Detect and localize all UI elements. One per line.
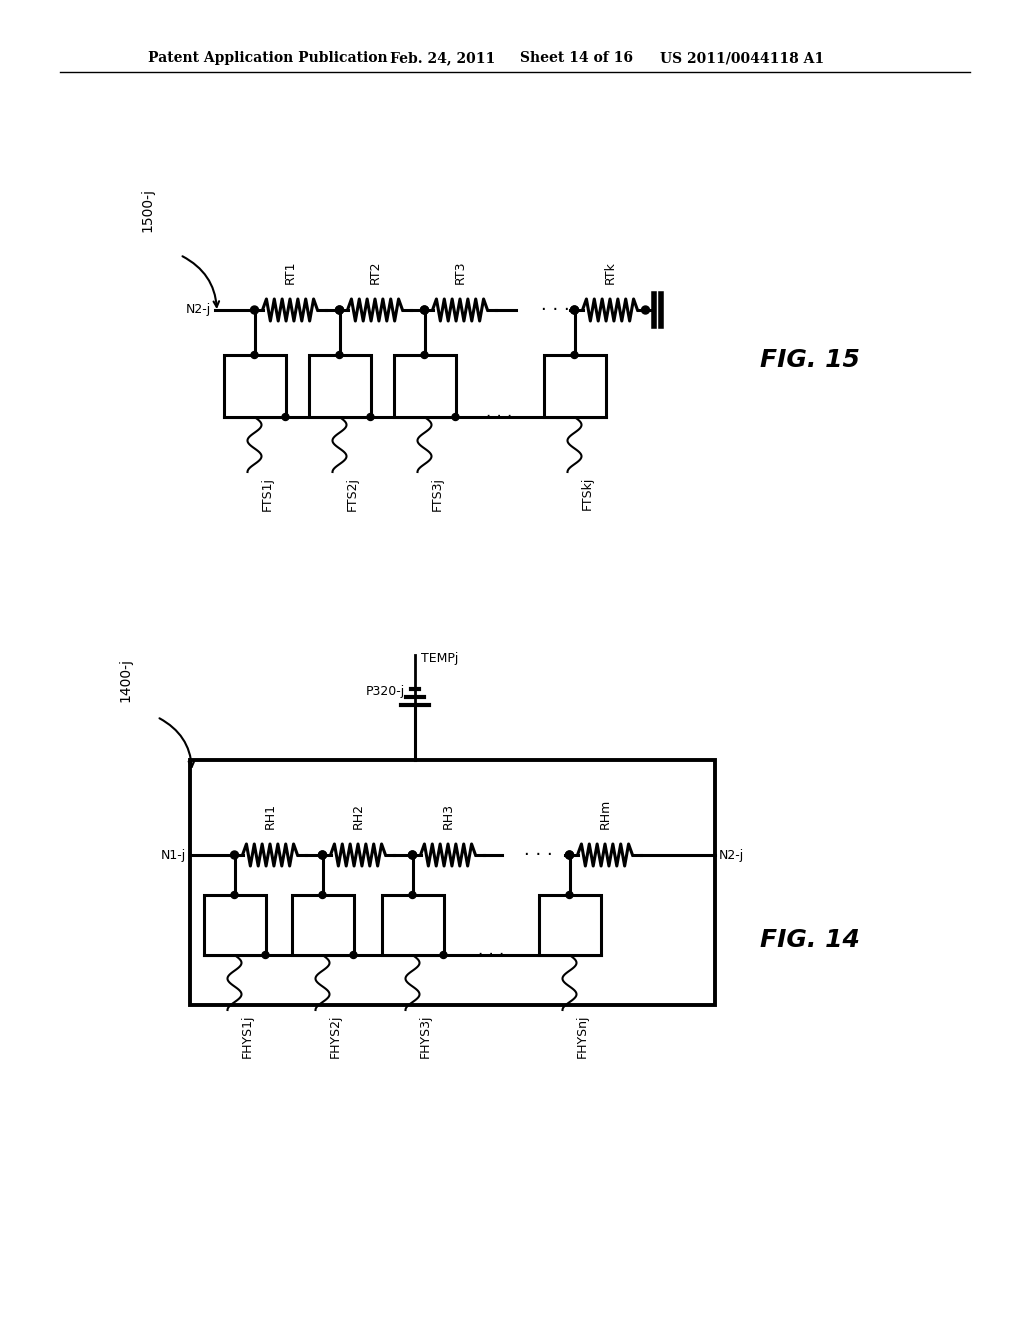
Text: FHYS1j: FHYS1j: [241, 1015, 254, 1059]
Circle shape: [571, 351, 578, 359]
Text: N2-j: N2-j: [719, 849, 744, 862]
Circle shape: [440, 952, 447, 958]
Circle shape: [421, 306, 428, 314]
Bar: [393, 355, 456, 417]
Circle shape: [421, 306, 428, 314]
Circle shape: [336, 306, 343, 314]
Text: TEMPj: TEMPj: [421, 652, 459, 665]
Text: RT3: RT3: [454, 260, 467, 284]
Text: Patent Application Publication: Patent Application Publication: [148, 51, 388, 65]
Circle shape: [350, 952, 357, 958]
Text: RTk: RTk: [603, 261, 616, 284]
Circle shape: [231, 891, 238, 899]
Circle shape: [409, 851, 417, 859]
Circle shape: [570, 306, 579, 314]
Circle shape: [319, 891, 326, 899]
Bar: [292, 895, 353, 954]
Circle shape: [409, 851, 417, 859]
Text: RHm: RHm: [598, 799, 611, 829]
Circle shape: [251, 351, 258, 359]
Text: 1400-j: 1400-j: [118, 657, 132, 702]
Circle shape: [409, 891, 416, 899]
Text: RH1: RH1: [263, 803, 276, 829]
Text: RH3: RH3: [441, 803, 455, 829]
Text: RT2: RT2: [369, 260, 382, 284]
Bar: [308, 355, 371, 417]
Bar: [539, 895, 600, 954]
Bar: [382, 895, 443, 954]
Circle shape: [336, 306, 343, 314]
Bar: [544, 355, 605, 417]
Text: · · ·: · · ·: [478, 946, 504, 964]
Text: P320-j: P320-j: [366, 685, 406, 698]
Text: · · ·: · · ·: [486, 408, 513, 426]
Text: RT1: RT1: [284, 260, 297, 284]
Bar: [223, 355, 286, 417]
Text: RH2: RH2: [351, 803, 365, 829]
Circle shape: [318, 851, 327, 859]
Circle shape: [251, 306, 258, 314]
Text: FHYSnj: FHYSnj: [575, 1015, 589, 1059]
Circle shape: [318, 851, 327, 859]
Text: US 2011/0044118 A1: US 2011/0044118 A1: [660, 51, 824, 65]
Text: 1500-j: 1500-j: [140, 187, 154, 232]
Text: · · ·: · · ·: [541, 301, 569, 319]
Circle shape: [421, 351, 428, 359]
Circle shape: [336, 351, 343, 359]
Circle shape: [282, 413, 289, 421]
Bar: [204, 895, 265, 954]
Text: FHYS2j: FHYS2j: [329, 1015, 341, 1059]
Circle shape: [570, 306, 579, 314]
Text: FTS3j: FTS3j: [430, 477, 443, 511]
Circle shape: [230, 851, 239, 859]
Text: FIG. 15: FIG. 15: [760, 348, 860, 372]
Circle shape: [367, 413, 374, 421]
Circle shape: [565, 851, 573, 859]
Circle shape: [452, 413, 459, 421]
Text: FTS1j: FTS1j: [260, 477, 273, 511]
Circle shape: [641, 306, 649, 314]
Text: Feb. 24, 2011: Feb. 24, 2011: [390, 51, 496, 65]
Text: N2-j: N2-j: [185, 304, 211, 317]
Text: Sheet 14 of 16: Sheet 14 of 16: [520, 51, 633, 65]
Circle shape: [565, 851, 573, 859]
Text: FTS2j: FTS2j: [345, 477, 358, 511]
Circle shape: [566, 891, 573, 899]
Text: · · ·: · · ·: [523, 846, 552, 865]
Bar: [190, 760, 715, 1005]
Circle shape: [262, 952, 269, 958]
Text: FIG. 14: FIG. 14: [760, 928, 860, 952]
Text: FHYS3j: FHYS3j: [419, 1015, 431, 1059]
Text: FTSkj: FTSkj: [581, 477, 594, 511]
Text: N1-j: N1-j: [161, 849, 186, 862]
